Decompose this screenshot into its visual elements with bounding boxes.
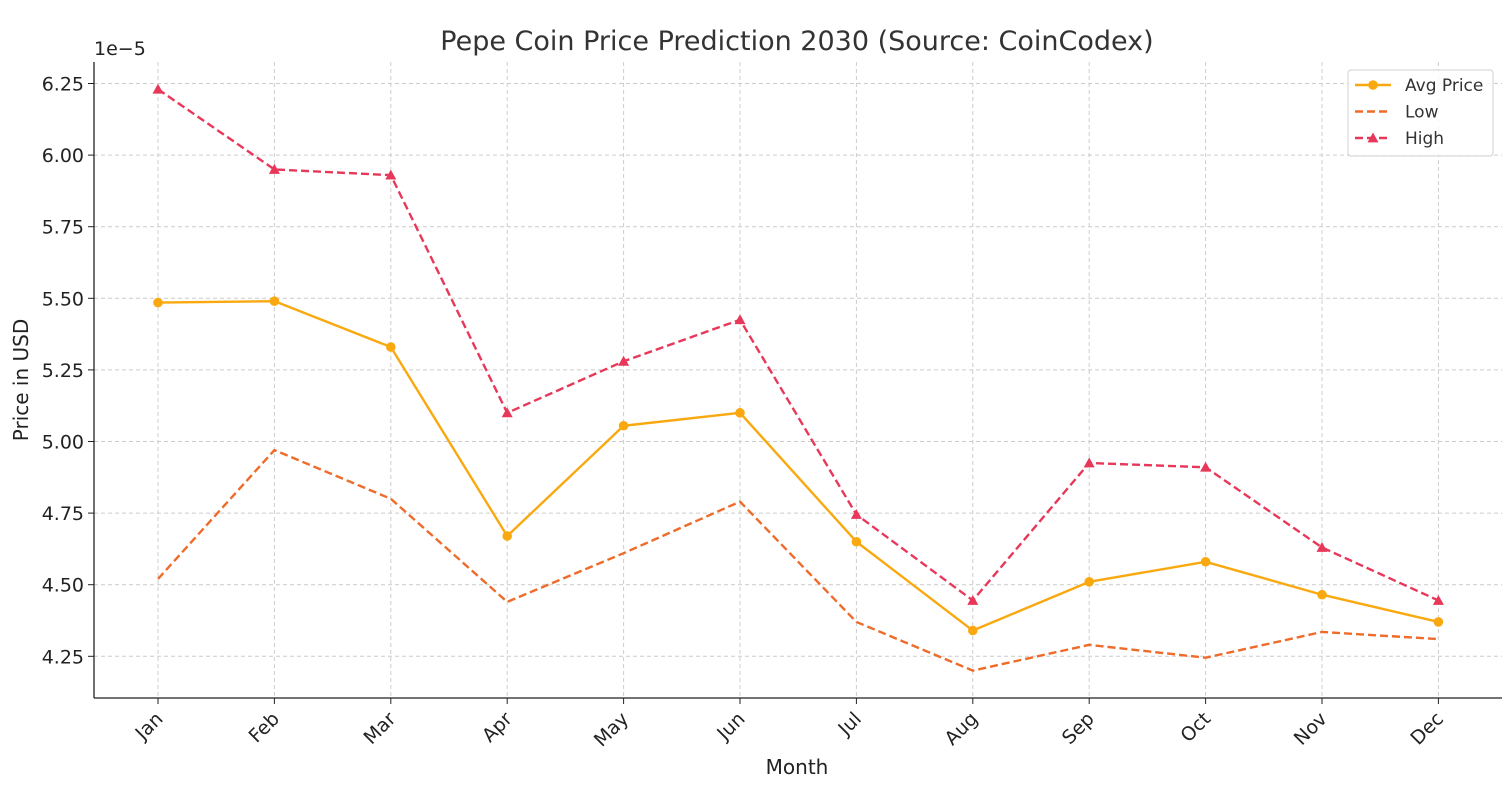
axes <box>88 62 1502 704</box>
data-point <box>1432 594 1444 605</box>
data-point <box>385 169 397 180</box>
data-point <box>153 297 163 308</box>
tick-labels: Jan Feb Mar Apr May Jun Jul Aug Sep Oct Nov Dec 4.25… <box>42 74 1448 752</box>
data-point <box>1200 461 1212 472</box>
series-line-low <box>157 448 1439 672</box>
series-high <box>152 83 1444 605</box>
data-point <box>1084 577 1094 587</box>
y-tick-label: 4.25 <box>42 646 84 668</box>
data-point <box>851 536 862 547</box>
x-tick-label: Aug <box>941 708 983 750</box>
legend: Avg Price Low High <box>1347 69 1494 157</box>
series-avg-price <box>153 296 1444 636</box>
x-axis-label: Month <box>766 755 829 779</box>
data-point <box>1316 541 1328 552</box>
legend-marker <box>1367 132 1379 143</box>
x-tick-label: Mar <box>359 708 400 749</box>
x-tick-label: Jan <box>131 708 168 745</box>
x-tick-label: Feb <box>245 708 284 747</box>
data-point <box>968 625 978 636</box>
legend-item-avg-price: Avg Price <box>1355 76 1483 96</box>
data-point <box>1317 589 1327 600</box>
data-point <box>1200 556 1211 567</box>
legend-label: Low <box>1405 103 1439 123</box>
legend-marker <box>1368 80 1378 90</box>
data-point <box>152 83 164 94</box>
x-tick-label: Sep <box>1058 708 1099 749</box>
data-point <box>618 420 629 431</box>
x-tick-label: Dec <box>1406 708 1448 750</box>
data-point <box>268 163 280 174</box>
legend-label: High <box>1405 129 1444 149</box>
data-point <box>850 509 862 519</box>
x-tick-label: Jun <box>712 708 749 745</box>
x-tick-label: Apr <box>478 708 517 747</box>
chart-title: Pepe Coin Price Prediction 2030 (Source:… <box>440 26 1153 57</box>
x-tick-label: May <box>590 708 633 751</box>
data-point <box>967 594 979 605</box>
data-point <box>502 531 512 541</box>
series-low <box>157 448 1439 672</box>
y-tick-label: 5.25 <box>42 360 84 382</box>
legend-item-low: Low <box>1355 103 1439 123</box>
y-axis-label: Price in USD <box>9 319 33 441</box>
legend-label: Avg Price <box>1405 76 1483 96</box>
data-point <box>501 407 513 418</box>
y-tick-label: 4.50 <box>42 575 84 597</box>
data-point <box>618 355 630 366</box>
series-line-high <box>157 88 1439 602</box>
data-point <box>386 342 396 352</box>
gridlines <box>94 62 1502 698</box>
y-axis-offset-label: 1e−5 <box>94 38 146 60</box>
x-tick-label: Oct <box>1176 708 1215 747</box>
legend-item-high: High <box>1355 129 1444 149</box>
x-tick-label: Nov <box>1290 708 1332 750</box>
legend-frame <box>1347 69 1494 157</box>
y-tick-label: 4.75 <box>42 503 84 525</box>
data-point <box>1083 457 1095 468</box>
y-tick-label: 6.00 <box>42 145 84 167</box>
x-tick-label: Jul <box>833 708 865 740</box>
y-tick-label: 5.75 <box>42 217 84 239</box>
series-line-avg-price <box>157 299 1439 632</box>
y-tick-label: 5.00 <box>42 432 84 454</box>
y-tick-label: 6.25 <box>42 74 84 96</box>
series-layer <box>152 83 1444 672</box>
data-point <box>269 296 280 306</box>
y-tick-label: 5.50 <box>42 288 84 310</box>
data-point <box>735 408 745 418</box>
data-point <box>1433 617 1444 627</box>
data-point <box>734 314 746 325</box>
